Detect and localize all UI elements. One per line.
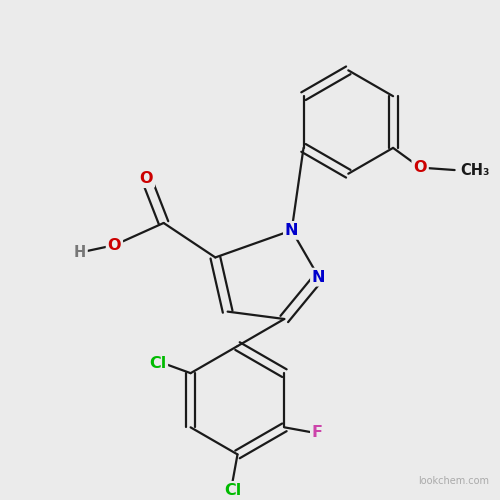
Text: Cl: Cl (149, 356, 166, 371)
Text: F: F (312, 425, 323, 440)
Text: CH₃: CH₃ (460, 162, 490, 178)
Text: O: O (140, 171, 153, 186)
Text: Cl: Cl (224, 483, 241, 498)
Text: N: N (285, 223, 298, 238)
Text: lookchem.com: lookchem.com (418, 476, 488, 486)
Text: O: O (108, 238, 121, 252)
Text: H: H (74, 245, 86, 260)
Text: N: N (312, 270, 326, 284)
Text: O: O (414, 160, 427, 175)
